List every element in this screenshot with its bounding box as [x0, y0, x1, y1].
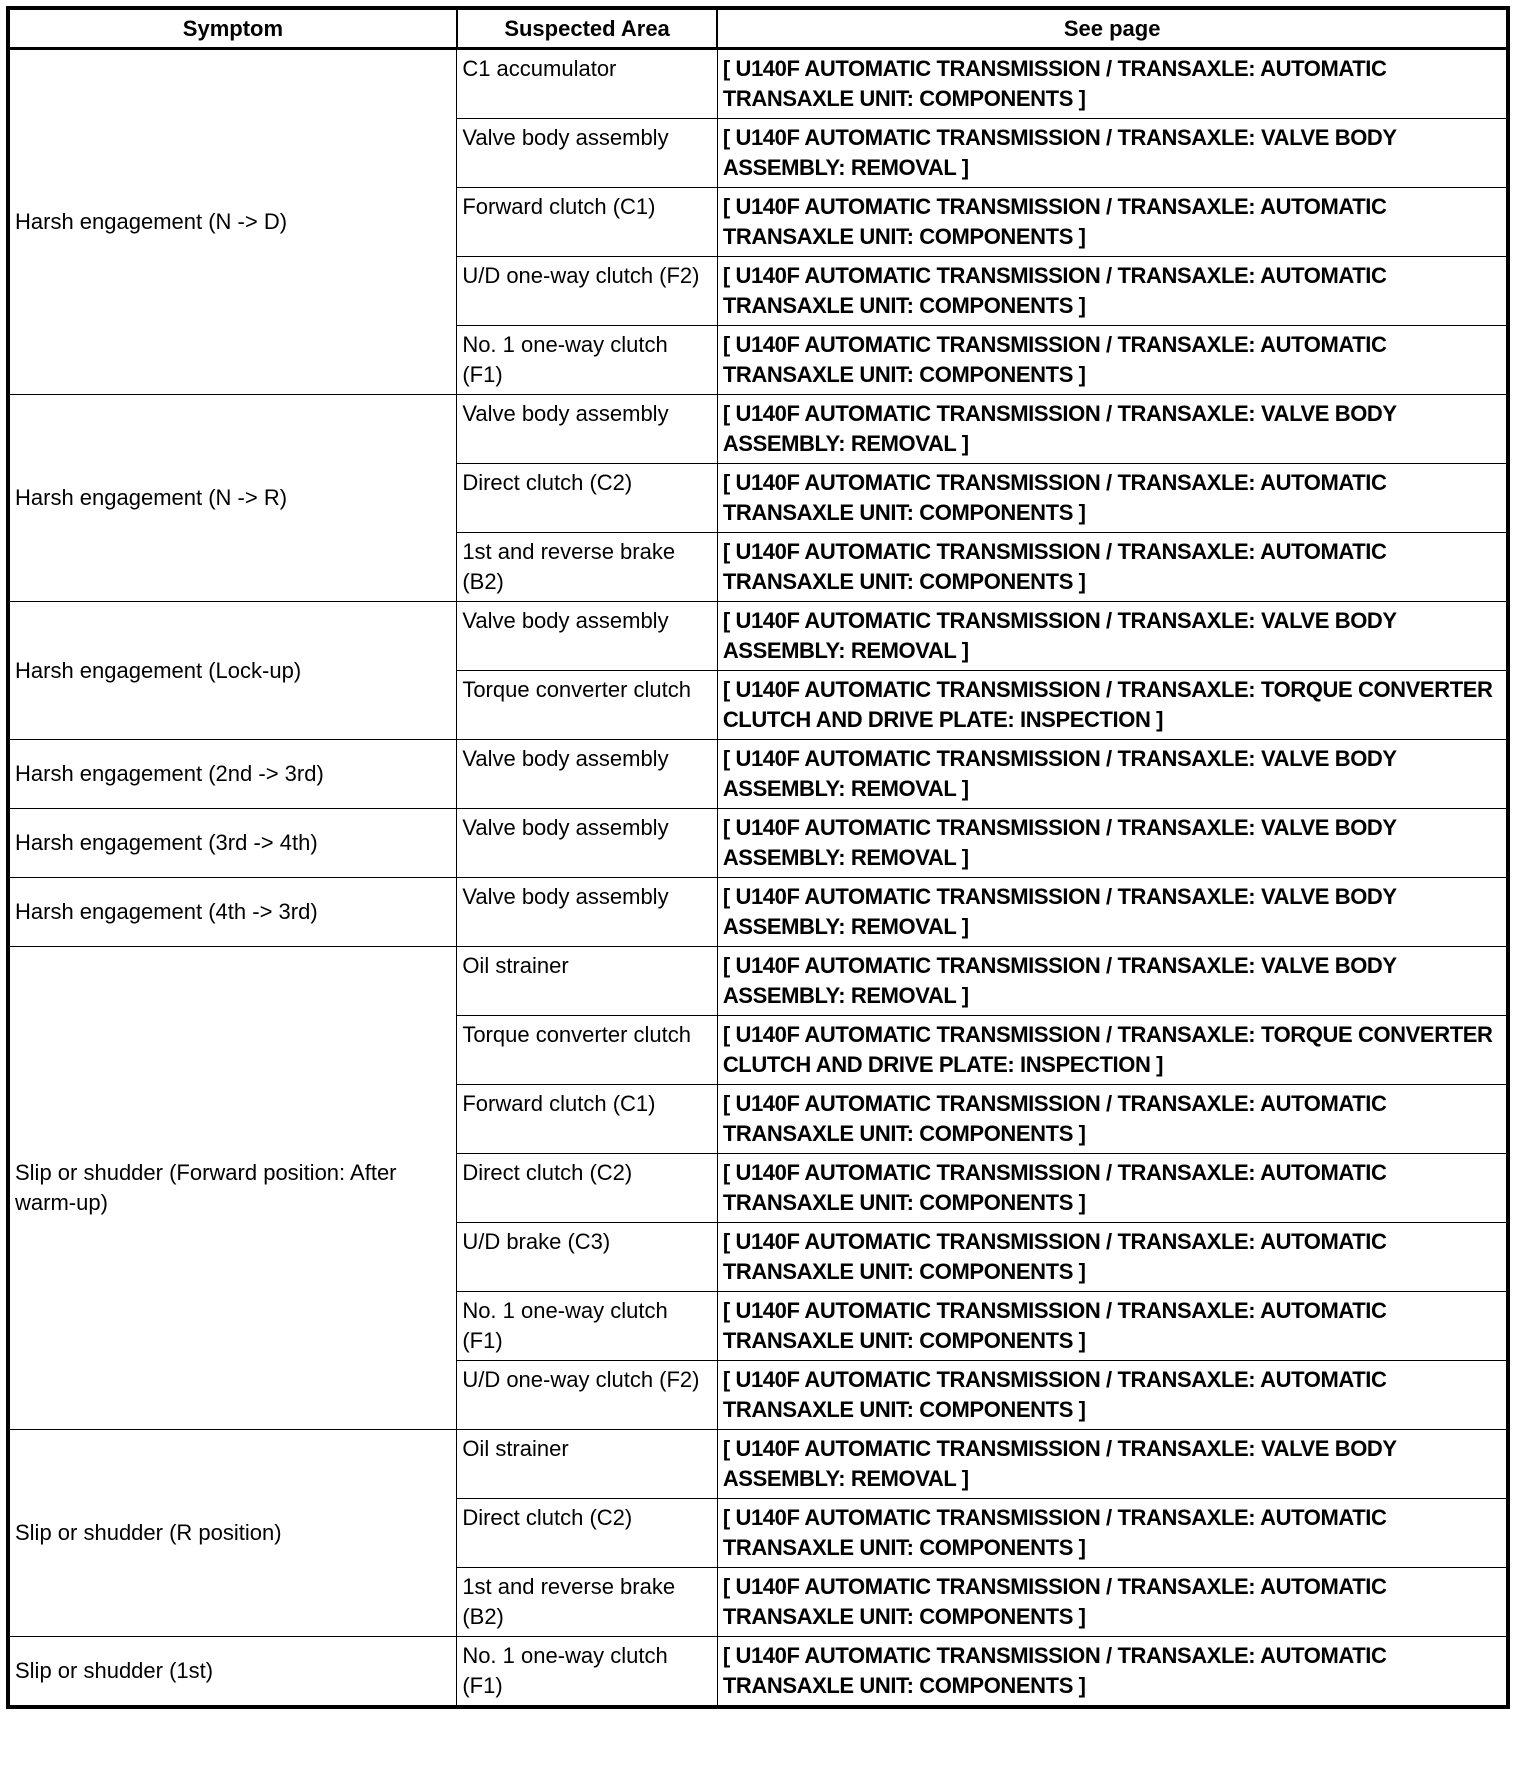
see-page-link[interactable]: [ U140F AUTOMATIC TRANSMISSION / TRANSAX… — [716, 946, 1509, 1016]
see-page-link[interactable]: [ U140F AUTOMATIC TRANSMISSION / TRANSAX… — [716, 532, 1509, 602]
symptom-cell: Slip or shudder (R position) — [7, 1429, 458, 1637]
table-row: Harsh engagement (N -> R) Valve body asse… — [7, 394, 1509, 602]
suspected-area-cell: 1st and reverse brake (B2) — [456, 532, 718, 602]
table-row: Valve body assembly[ U140F AUTOMATIC TRA… — [8, 118, 1509, 188]
header-see-page: See page — [716, 7, 1509, 50]
table-row: Harsh engagement (3rd -> 4th) Valve body … — [7, 808, 1509, 878]
suspected-area-cell: Valve body assembly — [456, 394, 718, 464]
see-page-link[interactable]: [ U140F AUTOMATIC TRANSMISSION / TRANSAX… — [716, 808, 1509, 878]
table-row: Harsh engagement (2nd -> 3rd) Valve body … — [7, 739, 1509, 809]
see-page-link[interactable]: [ U140F AUTOMATIC TRANSMISSION / TRANSAX… — [716, 256, 1509, 326]
suspected-area-cell: U/D one-way clutch (F2) — [456, 1360, 718, 1430]
table-row: Harsh engagement (4th -> 3rd) Valve body … — [7, 877, 1509, 947]
suspected-area-cell: Valve body assembly — [456, 118, 718, 188]
see-page-link[interactable]: [ U140F AUTOMATIC TRANSMISSION / TRANSAX… — [716, 1015, 1509, 1085]
symptom-cell: Harsh engagement (3rd -> 4th) — [7, 808, 458, 878]
header-row: Symptom Suspected Area See page — [7, 7, 1509, 50]
table-row: U/D brake (C3)[ U140F AUTOMATIC TRANSMIS… — [8, 1222, 1509, 1292]
see-page-link[interactable]: [ U140F AUTOMATIC TRANSMISSION / TRANSAX… — [716, 670, 1509, 740]
see-page-link[interactable]: [ U140F AUTOMATIC TRANSMISSION / TRANSAX… — [716, 187, 1509, 257]
suspected-area-cell: Direct clutch (C2) — [456, 1153, 718, 1223]
see-page-link[interactable]: [ U140F AUTOMATIC TRANSMISSION / TRANSAX… — [716, 394, 1509, 464]
see-page-link[interactable]: [ U140F AUTOMATIC TRANSMISSION / TRANSAX… — [716, 877, 1509, 947]
symptom-cell: Harsh engagement (Lock-up) — [7, 601, 458, 740]
see-page-link[interactable]: [ U140F AUTOMATIC TRANSMISSION / TRANSAX… — [716, 1360, 1509, 1430]
table-row: 1st and reverse brake (B2)[ U140F AUTOMA… — [8, 1567, 1509, 1637]
suspected-area-cell: Oil strainer — [456, 1429, 718, 1499]
symptom-cell: Harsh engagement (2nd -> 3rd) — [7, 739, 458, 809]
symptom-cell: Harsh engagement (4th -> 3rd) — [7, 877, 458, 947]
suspected-area-cell: Direct clutch (C2) — [456, 463, 718, 533]
table-row: Direct clutch (C2)[ U140F AUTOMATIC TRAN… — [8, 1153, 1509, 1223]
suspected-area-cell: Torque converter clutch — [456, 1015, 718, 1085]
suspected-area-cell: No. 1 one-way clutch (F1) — [456, 325, 718, 395]
table-row: Direct clutch (C2)[ U140F AUTOMATIC TRAN… — [8, 1498, 1509, 1568]
see-page-link[interactable]: [ U140F AUTOMATIC TRANSMISSION / TRANSAX… — [716, 1429, 1509, 1499]
suspected-area-cell: Forward clutch (C1) — [456, 1084, 718, 1154]
table-row: Forward clutch (C1)[ U140F AUTOMATIC TRA… — [8, 1084, 1509, 1154]
table-row: Slip or shudder (Forward position: After… — [7, 946, 1509, 1430]
table-row: Torque converter clutch[ U140F AUTOMATIC… — [8, 670, 1509, 740]
suspected-area-cell: C1 accumulator — [456, 48, 718, 119]
suspected-area-cell: U/D brake (C3) — [456, 1222, 718, 1292]
see-page-link[interactable]: [ U140F AUTOMATIC TRANSMISSION / TRANSAX… — [716, 118, 1509, 188]
suspected-area-cell: Valve body assembly — [456, 877, 718, 947]
table-row: Harsh engagement (N -> D) C1 accumulator[… — [7, 48, 1509, 395]
suspected-area-cell: Oil strainer — [456, 946, 718, 1016]
suspected-area-cell: No. 1 one-way clutch (F1) — [456, 1291, 718, 1361]
table-row: U/D one-way clutch (F2)[ U140F AUTOMATIC… — [8, 256, 1509, 326]
see-page-link[interactable]: [ U140F AUTOMATIC TRANSMISSION / TRANSAX… — [716, 1498, 1509, 1568]
suspected-area-cell: Valve body assembly — [456, 601, 718, 671]
see-page-link[interactable]: [ U140F AUTOMATIC TRANSMISSION / TRANSAX… — [716, 1291, 1509, 1361]
see-page-link[interactable]: [ U140F AUTOMATIC TRANSMISSION / TRANSAX… — [716, 1153, 1509, 1223]
table-row: Slip or shudder (1st) No. 1 one-way clutc… — [7, 1636, 1509, 1708]
suspected-area-cell: Direct clutch (C2) — [456, 1498, 718, 1568]
symptom-cell: Slip or shudder (Forward position: After… — [7, 946, 458, 1430]
header-suspected-area: Suspected Area — [455, 7, 719, 50]
suspected-area-cell: Forward clutch (C1) — [456, 187, 718, 257]
suspected-area-cell: Valve body assembly — [456, 739, 718, 809]
table-row: Forward clutch (C1)[ U140F AUTOMATIC TRA… — [8, 187, 1509, 257]
see-page-link[interactable]: [ U140F AUTOMATIC TRANSMISSION / TRANSAX… — [716, 463, 1509, 533]
suspected-area-cell: No. 1 one-way clutch (F1) — [456, 1636, 718, 1708]
table-body: Harsh engagement (N -> D) C1 accumulator[… — [7, 48, 1509, 1708]
symptom-cell: Harsh engagement (N -> D) — [7, 48, 458, 395]
see-page-link[interactable]: [ U140F AUTOMATIC TRANSMISSION / TRANSAX… — [716, 325, 1509, 395]
table-row: No. 1 one-way clutch (F1)[ U140F AUTOMAT… — [8, 1291, 1509, 1361]
see-page-link[interactable]: [ U140F AUTOMATIC TRANSMISSION / TRANSAX… — [716, 1636, 1509, 1708]
suspected-area-cell: Torque converter clutch — [456, 670, 718, 740]
suspected-area-cell: 1st and reverse brake (B2) — [456, 1567, 718, 1637]
see-page-link[interactable]: [ U140F AUTOMATIC TRANSMISSION / TRANSAX… — [716, 1084, 1509, 1154]
table-row: Slip or shudder (R position) Oil strainer… — [7, 1429, 1509, 1637]
symptom-cell: Slip or shudder (1st) — [7, 1636, 458, 1708]
table-row: No. 1 one-way clutch (F1)[ U140F AUTOMAT… — [8, 325, 1509, 395]
table-row: U/D one-way clutch (F2)[ U140F AUTOMATIC… — [8, 1360, 1509, 1430]
symptom-table: Symptom Suspected Area See page Harsh en… — [6, 6, 1510, 1709]
see-page-link[interactable]: [ U140F AUTOMATIC TRANSMISSION / TRANSAX… — [716, 739, 1509, 809]
see-page-link[interactable]: [ U140F AUTOMATIC TRANSMISSION / TRANSAX… — [716, 1222, 1509, 1292]
header-symptom: Symptom — [7, 7, 458, 50]
see-page-link[interactable]: [ U140F AUTOMATIC TRANSMISSION / TRANSAX… — [716, 601, 1509, 671]
suspected-area-cell: Valve body assembly — [456, 808, 718, 878]
see-page-link[interactable]: [ U140F AUTOMATIC TRANSMISSION / TRANSAX… — [716, 48, 1509, 119]
table-row: Harsh engagement (Lock-up) Valve body ass… — [7, 601, 1509, 740]
table-row: 1st and reverse brake (B2)[ U140F AUTOMA… — [8, 532, 1509, 602]
symptom-cell: Harsh engagement (N -> R) — [7, 394, 458, 602]
suspected-area-cell: U/D one-way clutch (F2) — [456, 256, 718, 326]
see-page-link[interactable]: [ U140F AUTOMATIC TRANSMISSION / TRANSAX… — [716, 1567, 1509, 1637]
